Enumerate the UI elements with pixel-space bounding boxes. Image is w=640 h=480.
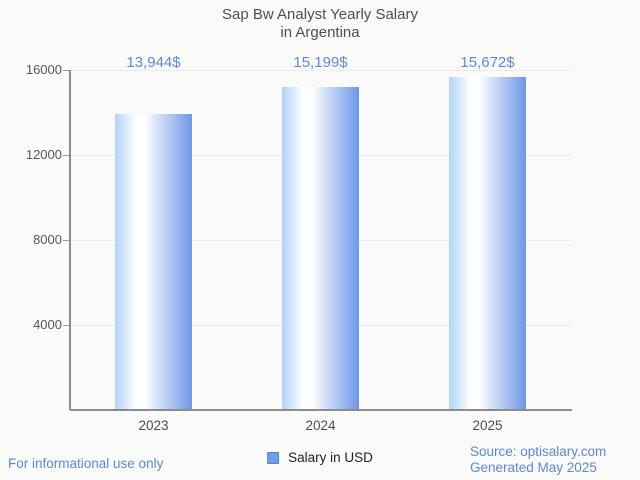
bar-2024 — [282, 87, 359, 410]
bar-value-label-2023: 13,944$ — [126, 54, 181, 71]
y-tick-label-8000: 8000 — [33, 232, 62, 247]
gridline-16000 — [70, 69, 571, 71]
x-category-label-2023: 2023 — [138, 418, 169, 433]
y-tick-label-12000: 12000 — [25, 147, 62, 162]
y-tick-mark-12000 — [63, 154, 70, 156]
source-line1: Source: optisalary.com — [470, 444, 607, 459]
y-tick-label-4000: 4000 — [33, 317, 62, 332]
y-tick-mark-8000 — [63, 239, 70, 241]
chart-title: Sap Bw Analyst Yearly Salary in Argentin… — [0, 6, 640, 42]
x-category-label-2024: 2024 — [305, 418, 336, 433]
bar-2023 — [115, 113, 192, 410]
legend: Salary in USD — [267, 450, 373, 466]
y-axis — [69, 70, 71, 410]
legend-label: Salary in USD — [288, 450, 373, 465]
chart-title-line2: in Argentina — [280, 24, 360, 41]
x-axis — [70, 409, 572, 411]
bar-value-label-2025: 15,672$ — [460, 54, 515, 71]
source-line2: Generated May 2025 — [470, 460, 597, 475]
legend-swatch-icon — [267, 452, 280, 464]
y-tick-mark-4000 — [63, 324, 70, 326]
disclaimer-text: For informational use only — [8, 456, 164, 471]
bar-2025 — [449, 76, 526, 410]
y-tick-mark-16000 — [63, 69, 70, 71]
source-text: Source: optisalary.com Generated May 202… — [470, 444, 606, 476]
chart-title-line1: Sap Bw Analyst Yearly Salary — [222, 6, 418, 23]
bar-value-label-2024: 15,199$ — [293, 54, 348, 71]
x-category-label-2025: 2025 — [472, 418, 503, 433]
y-tick-label-16000: 16000 — [25, 62, 62, 77]
